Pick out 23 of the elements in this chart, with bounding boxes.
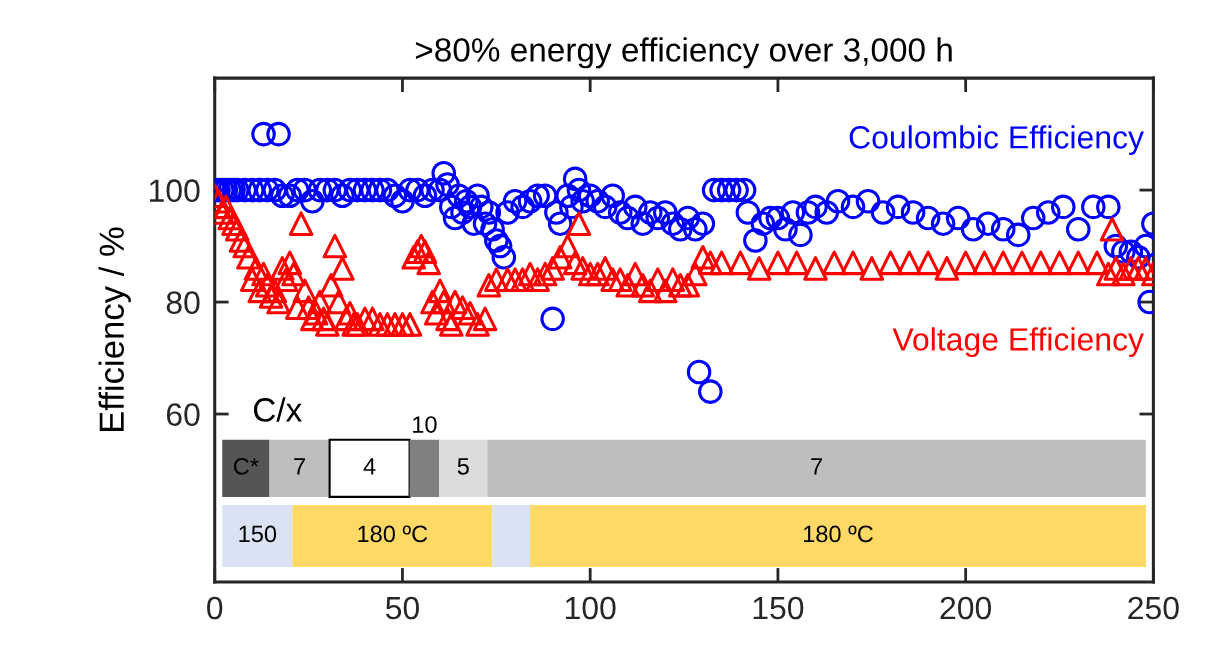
series-label: Coulombic Efficiency: [849, 125, 1144, 155]
band-label: 150: [239, 525, 277, 543]
x-tick-label: 250: [1128, 596, 1179, 620]
band-label: 10: [413, 416, 437, 433]
band-label: 7: [294, 458, 305, 475]
y-axis-title: Efficiency / %: [98, 227, 131, 432]
x-tick-label: 100: [565, 596, 616, 620]
band-label: 180 ºC: [358, 525, 428, 543]
band-label: 7: [811, 458, 822, 475]
band-label: C*: [233, 457, 259, 475]
band-label: 4: [363, 458, 376, 475]
series-label: Voltage Efficiency: [892, 327, 1144, 358]
band-label: 180 ºC: [803, 525, 873, 543]
x-tick-label: 200: [940, 596, 992, 620]
y-tick-label: 100: [149, 179, 200, 202]
y-tick-label: 80: [166, 291, 200, 314]
x-tick-label: 150: [753, 596, 804, 620]
x-tick-label: 50: [385, 596, 419, 620]
y-tick-label: 60: [166, 403, 200, 426]
annotation: C/x: [253, 397, 302, 422]
x-tick-label: 0: [207, 596, 223, 620]
chart-title: >80% energy efficiency over 3,000 h: [415, 37, 952, 69]
band-label: 5: [457, 458, 469, 475]
